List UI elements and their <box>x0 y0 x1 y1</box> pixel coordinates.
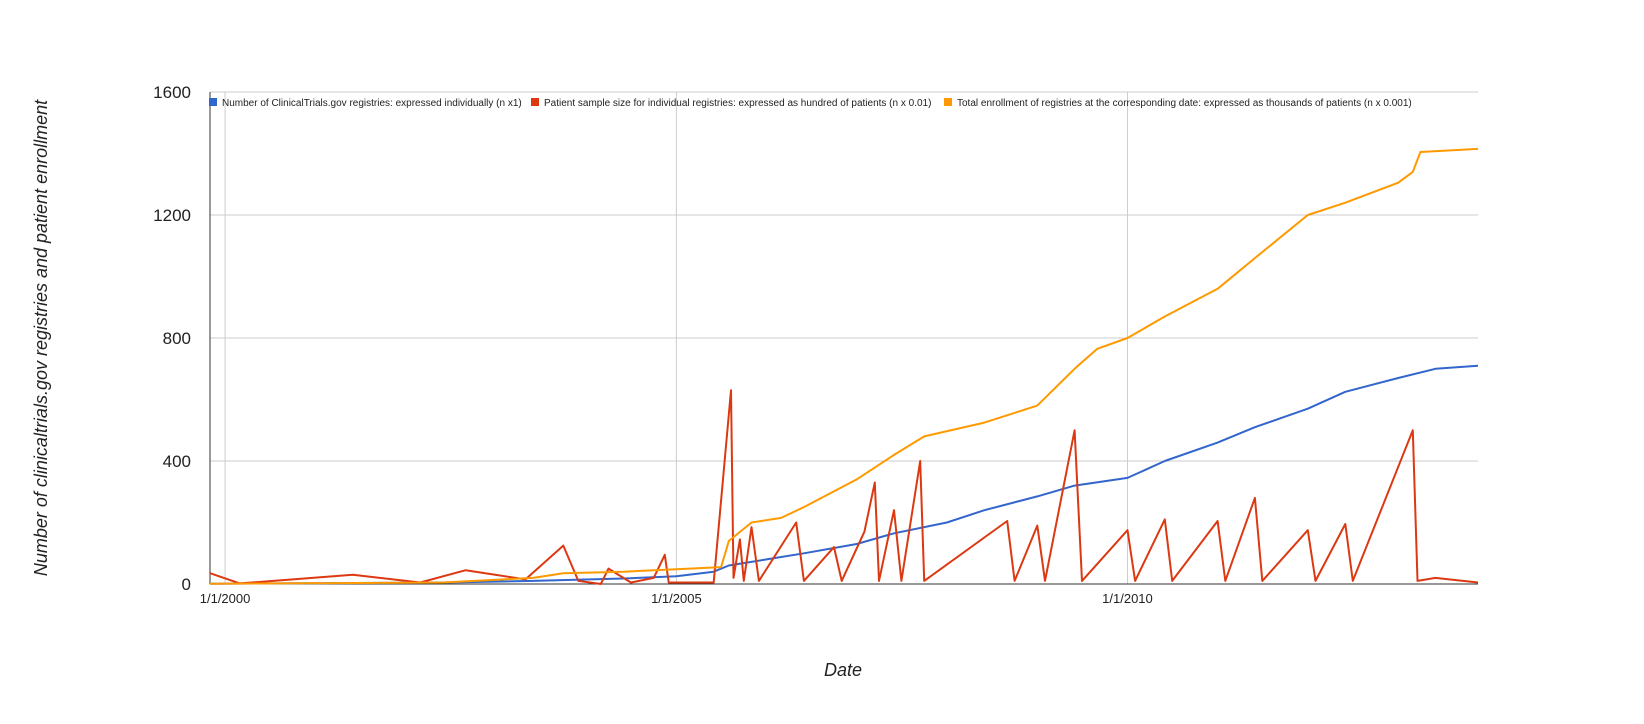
y-tick-label: 800 <box>163 329 191 348</box>
legend-label: Number of ClinicalTrials.gov registries:… <box>222 98 522 109</box>
x-axis-title: Date <box>824 660 862 680</box>
series-line-3 <box>209 147 1479 585</box>
x-tick-label: 1/1/2000 <box>200 591 251 606</box>
legend-swatch <box>209 98 217 106</box>
y-tick-label: 400 <box>163 452 191 471</box>
legend-swatch <box>531 98 539 106</box>
x-tick-label: 1/1/2005 <box>651 591 702 606</box>
legend-label: Total enrollment of registries at the co… <box>957 98 1412 109</box>
legend-swatch <box>944 98 952 106</box>
legend-label: Patient sample size for individual regis… <box>544 98 931 109</box>
legend: Number of ClinicalTrials.gov registries:… <box>209 98 1412 109</box>
x-tick-label: 1/1/2010 <box>1102 591 1153 606</box>
y-axis-title: Number of clinicaltrials.gov registries … <box>31 99 51 576</box>
series-lines <box>209 147 1479 585</box>
gridlines <box>209 91 1478 585</box>
y-tick-label: 0 <box>182 575 191 594</box>
axis-ticks: 0 400 800 1200 1600 1/1/2000 1/1/2005 1/1/2010 <box>153 83 1153 606</box>
y-tick-label: 1600 <box>153 83 191 102</box>
y-tick-label: 1200 <box>153 206 191 225</box>
